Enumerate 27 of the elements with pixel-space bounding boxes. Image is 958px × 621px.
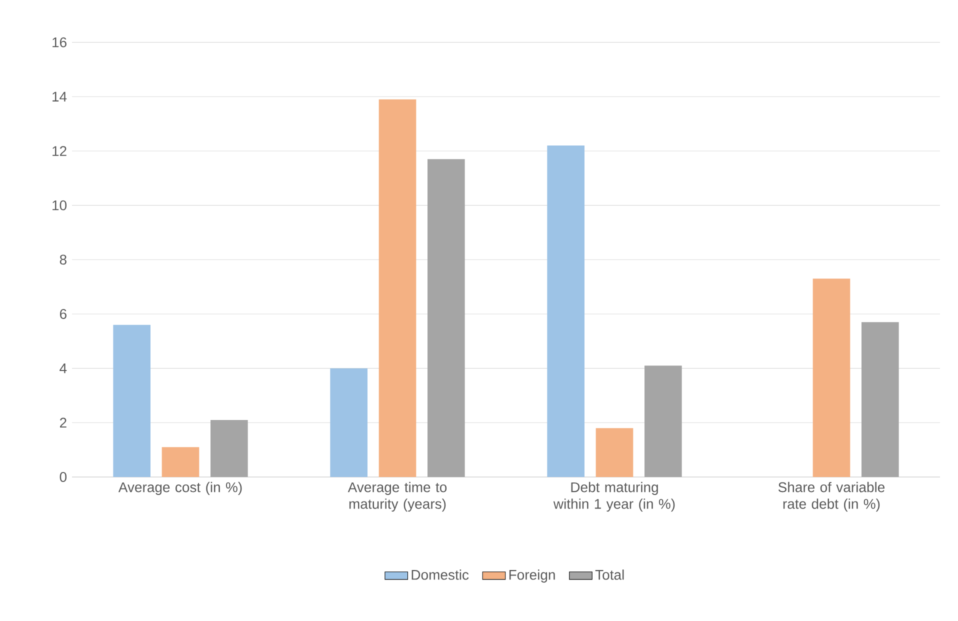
- y-tick-label: 16: [52, 37, 66, 48]
- y-tick-label: 8: [60, 254, 66, 265]
- y-tick-label: 4: [60, 364, 67, 374]
- y-tick-label: 0: [60, 472, 67, 482]
- y-tick-label: 14: [52, 92, 67, 102]
- bar: [330, 368, 368, 477]
- bar: [861, 322, 899, 477]
- y-tick-label: 2: [60, 418, 66, 428]
- legend-label: Foreign: [509, 570, 555, 583]
- bar: [547, 146, 584, 477]
- bar: [596, 428, 634, 477]
- x-tick-label: Average time to maturity (years): [348, 482, 447, 512]
- y-tick-label: 12: [52, 146, 66, 156]
- bar: [210, 420, 248, 477]
- x-tick-label: Average cost (in %): [118, 482, 242, 495]
- x-tick-label: Debt maturing within 1 year (in %): [553, 482, 675, 512]
- y-tick-label: 10: [52, 200, 67, 210]
- bar: [113, 324, 151, 477]
- bar: [428, 159, 465, 477]
- bar: [378, 99, 416, 477]
- legend-label: Domestic: [412, 570, 469, 580]
- bar: [812, 278, 850, 477]
- x-tick-label: Share of variable rate debt (in %): [778, 482, 885, 512]
- y-tick-label: 6: [60, 309, 66, 319]
- bar: [644, 366, 682, 477]
- legend-label: Total: [595, 570, 624, 580]
- bar: [162, 447, 200, 477]
